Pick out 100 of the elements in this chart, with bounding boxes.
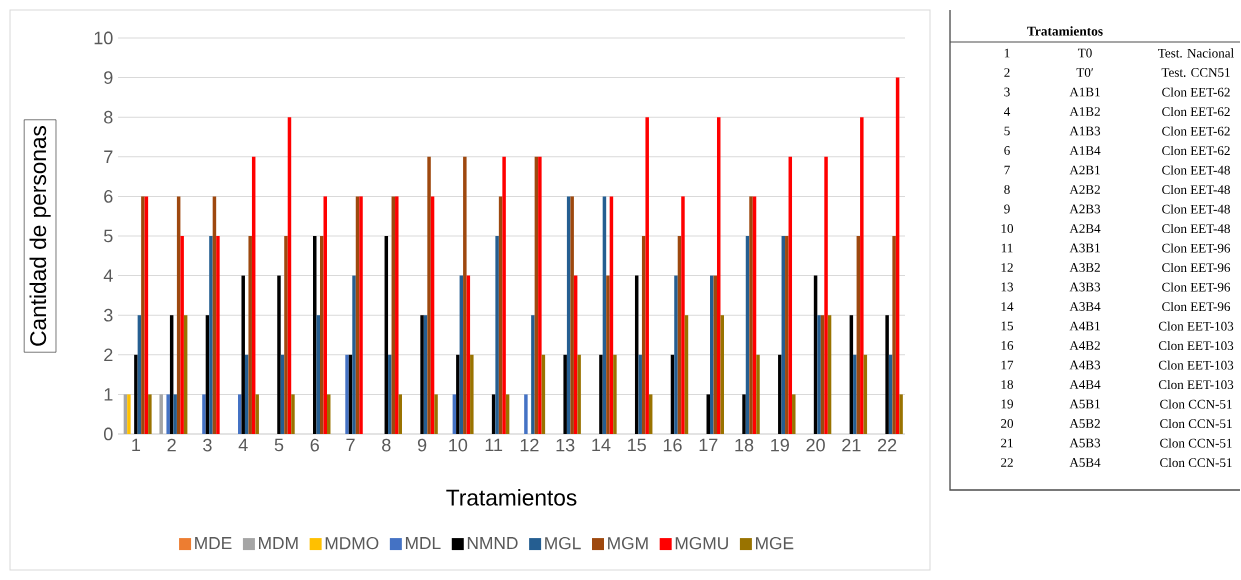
x-tick-label: 11 xyxy=(485,438,503,452)
x-tick-label: 5 xyxy=(274,438,284,452)
x-axis-title: Tratamientos xyxy=(446,489,577,506)
bar xyxy=(159,394,163,434)
text: Clon EET-103 xyxy=(1158,340,1234,351)
text: Clon EET-96 xyxy=(1162,301,1231,312)
legend-label: MDMO xyxy=(325,537,379,550)
text: T0 xyxy=(1077,48,1092,58)
bar xyxy=(134,354,138,434)
bar xyxy=(173,394,177,434)
text: A2B2 xyxy=(1069,185,1100,194)
bar xyxy=(785,235,789,434)
text: A1B3 xyxy=(1069,126,1101,136)
text: 17 xyxy=(1001,360,1014,370)
text: A4B2 xyxy=(1069,341,1100,350)
bar xyxy=(209,235,213,434)
bar xyxy=(892,235,896,434)
legend-label: MGL xyxy=(545,537,581,550)
text: A4B4 xyxy=(1069,380,1101,389)
legend-label: MDL xyxy=(405,537,441,550)
text: A3B3 xyxy=(1069,282,1101,292)
y-tick-label: 8 xyxy=(104,110,113,124)
x-tick-label: 8 xyxy=(382,438,391,452)
x-tick-label: 17 xyxy=(699,438,718,452)
text: Clon CCN-51 xyxy=(1160,399,1232,409)
text: 7 xyxy=(1004,165,1010,175)
text: Clon EET-62 xyxy=(1162,87,1230,97)
bar xyxy=(359,196,363,434)
bar xyxy=(645,117,649,434)
bar xyxy=(248,235,252,434)
text: Clon EET-96 xyxy=(1162,243,1231,253)
text: Test. CCN51 xyxy=(1161,68,1230,77)
y-axis-title: Cantidad de personas xyxy=(29,125,51,346)
text: 8 xyxy=(1004,185,1010,194)
bar xyxy=(427,156,431,434)
text: Clon EET-96 xyxy=(1162,282,1231,292)
bar xyxy=(531,315,535,434)
text: 1 xyxy=(1004,48,1010,58)
bar xyxy=(577,354,581,434)
text: 4 xyxy=(1003,107,1011,116)
text: Clon EET-62 xyxy=(1162,126,1230,136)
text: Clon EET-62 xyxy=(1162,145,1230,156)
legend-label: MGE xyxy=(755,537,794,550)
bar xyxy=(860,117,864,434)
x-tick-label: 16 xyxy=(663,438,682,452)
y-tick-label: 5 xyxy=(104,229,113,243)
bar xyxy=(792,394,796,434)
bar xyxy=(395,196,399,434)
text: 6 xyxy=(1004,146,1010,155)
text: A1B2 xyxy=(1069,107,1100,116)
x-tick-label: 19 xyxy=(771,438,789,452)
text: Clon EET-103 xyxy=(1158,321,1234,331)
text: A5B2 xyxy=(1069,419,1100,428)
legend-label: MDM xyxy=(259,537,298,550)
bar xyxy=(502,156,506,434)
bar xyxy=(345,354,349,434)
y-tick-label: 10 xyxy=(94,31,113,45)
text: 19 xyxy=(1001,399,1014,409)
bar xyxy=(638,354,642,434)
x-tick-label: 13 xyxy=(556,438,575,452)
x-tick-label: 12 xyxy=(520,438,539,452)
bar xyxy=(470,354,474,434)
bar xyxy=(524,394,528,434)
text: A5B1 xyxy=(1069,399,1100,409)
text: 5 xyxy=(1004,126,1010,136)
bar xyxy=(277,275,281,434)
text: T0′ xyxy=(1076,68,1094,77)
text: 14 xyxy=(1001,302,1014,311)
y-tick-label: 6 xyxy=(104,190,113,203)
x-tick-label: 18 xyxy=(735,438,754,452)
bar xyxy=(434,394,438,434)
x-tick-label: 9 xyxy=(417,438,427,452)
y-tick-label: 7 xyxy=(104,150,113,163)
text: 12 xyxy=(1001,263,1013,272)
bar xyxy=(824,156,828,434)
y-tick-label: 2 xyxy=(104,348,113,362)
x-tick-label: 6 xyxy=(310,438,319,452)
bar xyxy=(388,354,392,434)
bar xyxy=(563,354,567,434)
bar xyxy=(148,394,152,434)
bar xyxy=(570,196,574,434)
text: Clon EET-48 xyxy=(1162,184,1230,195)
text: A2B1 xyxy=(1069,165,1100,175)
bar xyxy=(463,156,467,434)
x-tick-label: 15 xyxy=(628,438,646,452)
x-tick-label: 20 xyxy=(806,438,825,452)
text: 16 xyxy=(1001,341,1014,350)
text: A5B3 xyxy=(1069,438,1101,448)
text: Clon EET-48 xyxy=(1162,165,1230,175)
y-tick-label: 3 xyxy=(103,308,113,322)
x-tick-label: 7 xyxy=(346,438,355,452)
y-tick-label: 4 xyxy=(103,269,113,282)
bar xyxy=(352,275,356,434)
text: A2B3 xyxy=(1069,204,1101,214)
bar xyxy=(323,196,327,434)
text: Test. Nacional xyxy=(1158,48,1234,58)
y-tick-label: 9 xyxy=(104,71,113,84)
text: A5B4 xyxy=(1069,458,1101,467)
bar xyxy=(538,156,542,434)
text: A4B1 xyxy=(1069,321,1100,331)
